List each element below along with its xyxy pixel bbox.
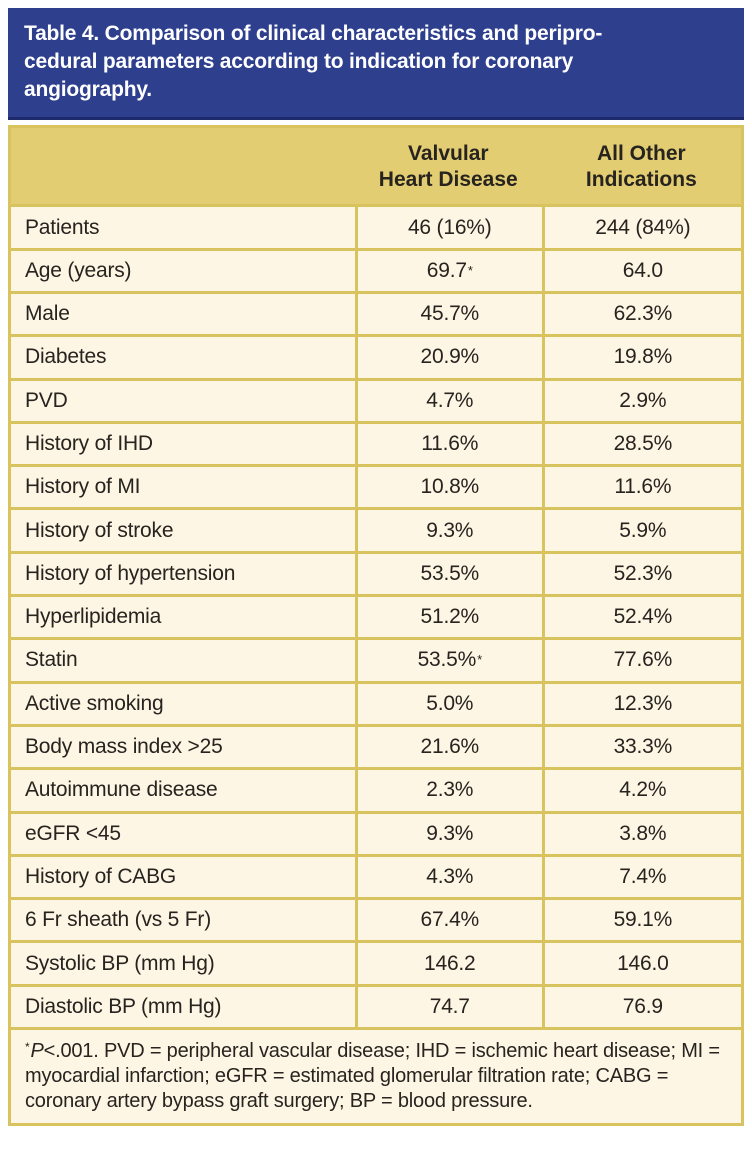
value-all-other-indications: 12.3% [541, 683, 741, 724]
table-title-bar: Table 4. Comparison of clinical characte… [8, 8, 744, 121]
value-all-other-indications: 52.4% [541, 597, 741, 638]
value-valvular-heart-disease: 20.9% [354, 337, 542, 378]
value-valvular-heart-disease: 67.4% [354, 900, 542, 941]
value-all-other-indications: 5.9% [541, 510, 741, 551]
value-all-other-indications: 59.1% [541, 900, 741, 941]
table-row: eGFR <45 9.3% 3.8% [11, 810, 741, 854]
value-all-other-indications: 76.9 [541, 986, 741, 1028]
row-label: History of stroke [25, 518, 174, 542]
header-line: Indications [585, 168, 697, 192]
footnote-asterisk-marker: * [25, 1040, 30, 1055]
table-row: Autoimmune disease 2.3% 4.2% [11, 767, 741, 811]
value-all-other-indications: 7.4% [541, 856, 741, 898]
value-all-other-indications: 2.9% [541, 380, 741, 421]
row-label: Male [25, 302, 70, 326]
table-row: History of stroke 9.3% 5.9% [11, 507, 741, 551]
row-label: Patients [25, 215, 100, 239]
table-body: Patients 46 (16%) 244 (84%) Age (years) 69.7… [11, 204, 741, 1028]
header-line: Valvular [407, 141, 489, 165]
row-label: Systolic BP (mm Hg) [25, 951, 215, 975]
table-row: Patients 46 (16%) 244 (84%) [11, 204, 741, 248]
row-label: Body mass index >25 [25, 735, 223, 759]
table-row: History of MI 10.8% 11.6% [11, 464, 741, 508]
row-label: Active smoking [25, 691, 164, 715]
value-all-other-indications: 146.0 [541, 943, 741, 984]
header-col-all-other-indications: All Other Indications [542, 141, 741, 194]
value-all-other-indications: 52.3% [541, 553, 741, 595]
value-all-other-indications: 3.8% [541, 813, 741, 854]
table-row: Active smoking 5.0% 12.3% [11, 680, 741, 724]
value-all-other-indications: 28.5% [541, 423, 741, 465]
value-valvular-heart-disease: 69.7 * [354, 250, 542, 291]
row-label: PVD [25, 388, 68, 412]
header-line: All Other [597, 141, 686, 165]
row-label: Age (years) [25, 258, 132, 282]
table-row: Hyperlipidemia 51.2% 52.4% [11, 594, 741, 638]
footnote-p-italic: P [30, 1040, 44, 1063]
row-label: History of hypertension [25, 561, 236, 585]
value-valvular-heart-disease: 46 (16%) [354, 207, 542, 248]
value-valvular-heart-disease: 5.0% [354, 683, 542, 724]
value-all-other-indications: 64.0 [541, 250, 741, 291]
table-row: History of CABG 4.3% 7.4% [11, 853, 741, 898]
value-valvular-heart-disease: 53.5% * [354, 640, 542, 681]
table-row: History of IHD 11.6% 28.5% [11, 420, 741, 465]
table-row: Body mass index >25 21.6% 33.3% [11, 723, 741, 768]
header-col-valvular-heart-disease: Valvular Heart Disease [355, 141, 542, 194]
value-all-other-indications: 244 (84%) [541, 207, 741, 248]
row-label: Diabetes [25, 345, 107, 369]
value-all-other-indications: 77.6% [541, 640, 741, 681]
value-all-other-indications: 4.2% [541, 770, 741, 811]
row-label: History of IHD [25, 432, 153, 455]
table-header-row: Valvular Heart Disease All Other Indicat… [11, 128, 741, 205]
value-valvular-heart-disease: 9.3% [354, 510, 542, 551]
value-valvular-heart-disease: 2.3% [354, 770, 542, 811]
value-valvular-heart-disease: 74.7 [354, 986, 542, 1028]
table-row: Diastolic BP (mm Hg) 74.7 76.9 [11, 983, 741, 1028]
table-row: Male 45.7% 62.3% [11, 290, 741, 335]
row-label: History of CABG [25, 864, 177, 888]
value-valvular-heart-disease: 45.7% [354, 293, 542, 335]
table-row: Statin 53.5% * 77.6% [11, 637, 741, 681]
value-all-other-indications: 19.8% [541, 337, 741, 378]
table-title-line: angiography. [24, 78, 152, 102]
footnote-text: <.001. PVD = peripheral vascular disease… [25, 1040, 720, 1112]
header-line: Heart Disease [378, 168, 518, 192]
row-label: Statin [25, 648, 78, 672]
row-label: Hyperlipidemia [25, 605, 162, 629]
value-all-other-indications: 11.6% [541, 467, 741, 508]
value-valvular-heart-disease: 146.2 [354, 943, 542, 984]
table-row: PVD 4.7% 2.9% [11, 377, 741, 421]
table-title-line: Table 4. Comparison of clinical characte… [24, 22, 603, 45]
value-valvular-heart-disease: 10.8% [354, 467, 542, 508]
table-row: Diabetes 20.9% 19.8% [11, 334, 741, 378]
table-row: Systolic BP (mm Hg) 146.2 146.0 [11, 940, 741, 984]
value-valvular-heart-disease: 53.5% [354, 553, 542, 595]
row-label: Autoimmune disease [25, 778, 218, 802]
value-valvular-heart-disease: 21.6% [354, 726, 542, 768]
value-all-other-indications: 62.3% [541, 293, 741, 335]
value-valvular-heart-disease: 4.3% [354, 856, 542, 898]
value-all-other-indications: 33.3% [541, 726, 741, 768]
table-row: History of hypertension 53.5% 52.3% [11, 550, 741, 595]
value-valvular-heart-disease: 9.3% [354, 813, 542, 854]
table-row: Age (years) 69.7 * 64.0 [11, 247, 741, 291]
table-row: 6 Fr sheath (vs 5 Fr) 67.4% 59.1% [11, 897, 741, 941]
comparison-table: Valvular Heart Disease All Other Indicat… [8, 125, 744, 1127]
value-valvular-heart-disease: 51.2% [354, 597, 542, 638]
row-label: eGFR <45 [25, 821, 121, 845]
row-label: Diastolic BP (mm Hg) [25, 994, 222, 1018]
table-title-line: cedural parameters according to indicati… [24, 50, 574, 74]
row-label: History of MI [25, 475, 141, 499]
page: Table 4. Comparison of clinical characte… [8, 8, 744, 1127]
row-label: 6 Fr sheath (vs 5 Fr) [25, 908, 212, 932]
value-valvular-heart-disease: 11.6% [354, 423, 542, 465]
table-footnote: *P<.001. PVD = peripheral vascular disea… [11, 1027, 741, 1123]
value-valvular-heart-disease: 4.7% [354, 380, 542, 421]
